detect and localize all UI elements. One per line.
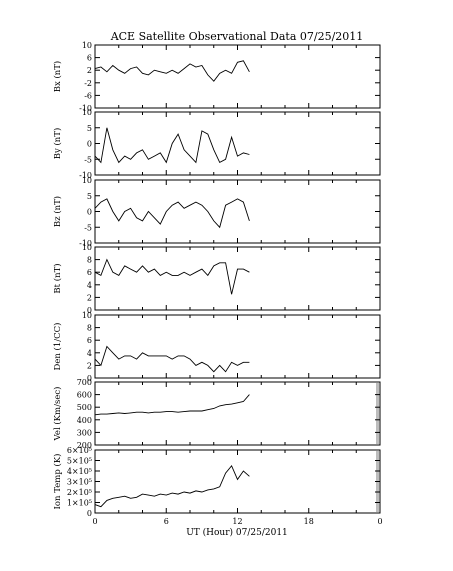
y-tick-label: 0 [87,374,92,383]
y-tick-label: 10 [82,41,92,50]
y-tick-label: 6 [87,336,92,345]
y-tick-label: 4 [87,281,92,290]
y-tick-label: 5 [87,124,92,133]
y-tick-label: 10 [82,108,92,117]
y-tick-label: -6 [84,91,92,100]
panel-2: 10 5 0 -5 -10 By (nT) [52,108,381,180]
series-line [94,394,250,416]
y-tick-label: 0 [87,509,92,518]
y-tick-label: -10 [79,239,92,248]
series-line [94,345,250,373]
y-tick-label: 700 [77,378,92,387]
panel-frame [94,381,381,446]
y-tick-label: -5 [84,155,92,164]
y-tick-label: 10 [82,176,92,185]
panel-frame [94,179,381,244]
panel-frame [94,111,381,176]
y-tick-label: 2 [87,66,92,75]
y-tick-label: 8 [87,324,92,333]
y-axis-label: By (nT) [52,128,63,160]
y-tick-label: 8 [87,256,92,265]
y-tick-label: 200 [77,441,92,450]
series-line [94,464,250,508]
y-tick-label: 1×10⁵ [67,499,92,508]
panel-frame [94,314,381,379]
x-tick-label: 0 [377,517,382,526]
y-tick-label: -10 [79,104,92,113]
panel-4: 10 8 6 4 2 0 Bt (nT) [52,243,381,315]
x-axis-label: UT (Hour) 07/25/2011 [186,527,288,538]
y-tick-label: 0 [87,140,92,149]
y-tick-label: 300 [77,428,92,437]
y-tick-label: 6×10⁵ [67,446,92,455]
x-tick-labels: 0 6 12 18 0 [92,517,382,526]
x-tick-label: 18 [304,517,314,526]
y-tick-label: 400 [77,416,92,425]
panel-5: 10 8 6 4 2 0 Den (1/CC) [52,311,381,383]
y-tick-label: 5 [87,192,92,201]
panel-frame [94,44,381,109]
y-axis-label: Ion Temp (K) [52,454,63,510]
series-line [94,60,250,82]
y-tick-label: 6 [87,54,92,63]
y-axis-label: Bz (nT) [52,196,63,227]
x-tick-label: 6 [164,517,169,526]
y-tick-label: -10 [79,171,92,180]
y-tick-label: 4×10⁵ [67,467,92,476]
y-tick-label: -2 [84,79,92,88]
y-axis-label: Bx (nT) [52,61,63,93]
chart-title: ACE Satellite Observational Data 07/25/2… [110,30,364,43]
y-tick-label: 2 [87,293,92,302]
y-axis-label: Den (1/CC) [52,323,63,371]
x-tick-label: 12 [232,517,242,526]
y-tick-label: -5 [84,223,92,232]
panel-1: 10 6 2 -2 -6 -10 Bx (nT) [52,41,381,113]
panel-3: 10 5 0 -5 -10 Bz (nT) [52,176,381,248]
panel-6: 700 600 500 400 300 200 Vel (Km/sec) [52,378,381,450]
y-tick-label: 500 [77,403,92,412]
y-tick-label: 2×10⁵ [67,488,92,497]
series-line [94,127,250,164]
y-tick-label: 0 [87,306,92,315]
series-line [94,198,250,229]
y-tick-label: 6 [87,268,92,277]
y-tick-label: 10 [82,311,92,320]
y-tick-label: 0 [87,208,92,217]
panel-frame [94,246,381,311]
panel-frame [94,449,381,514]
y-tick-label: 10 [82,243,92,252]
y-tick-label: 3×10⁵ [67,478,92,487]
panels-group: 10 6 2 -2 -6 -10 Bx (nT) 10 5 0 -5 -10 By (nT) 10 5 0 -5… [52,41,381,518]
y-tick-label: 2 [87,361,92,370]
y-axis-label: Vel (Km/sec) [52,387,63,442]
data-gap-strip [376,383,379,444]
x-tick-label: 0 [92,517,97,526]
series-line [94,258,250,295]
y-axis-label: Bt (nT) [52,263,63,293]
y-tick-label: 600 [77,391,92,400]
y-tick-label: 5×10⁵ [67,457,92,466]
y-tick-label: 4 [87,349,92,358]
